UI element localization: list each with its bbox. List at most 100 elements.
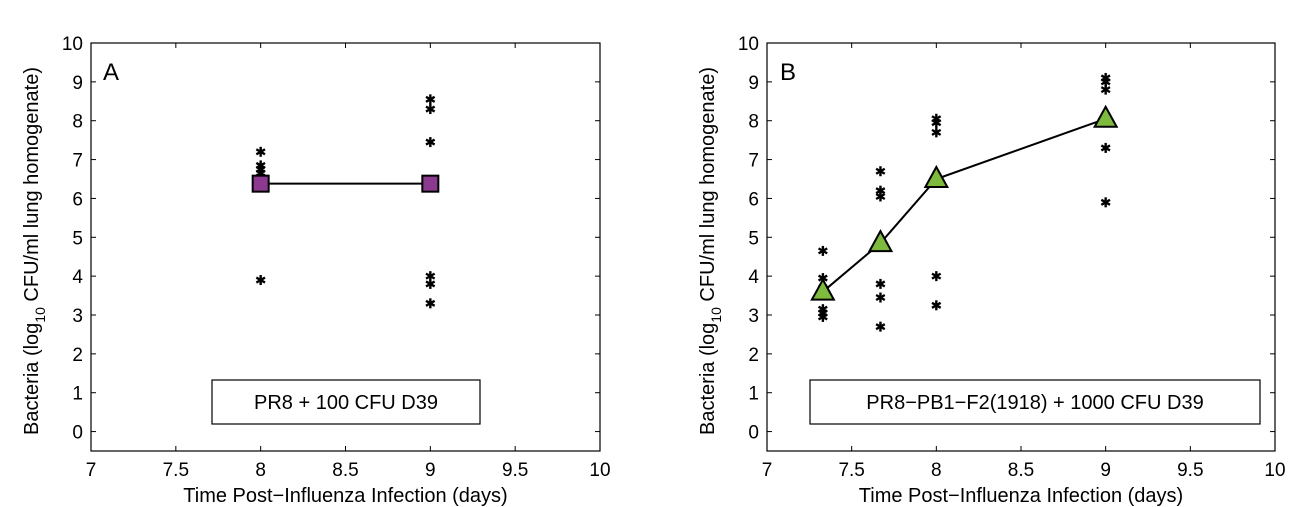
data-point: [817, 311, 828, 322]
y-tick-label: 2: [72, 345, 83, 366]
y-tick-label: 9: [748, 73, 759, 94]
data-point: [931, 271, 942, 282]
y-axis-label-main: Bacteria (log: [21, 323, 43, 435]
x-tick-label: 7: [762, 460, 773, 481]
y-tick-label: 4: [72, 267, 83, 288]
x-tick-label: 7: [86, 460, 97, 481]
data-point: [875, 292, 886, 303]
mean-marker: [810, 277, 836, 301]
mean-marker: [867, 229, 894, 253]
data-point-stroke: [255, 276, 266, 284]
mean-marker: [923, 164, 950, 188]
data-point: [425, 94, 436, 105]
y-axis-label: Bacteria (log10 CFU/ml lung homogenate): [21, 67, 48, 435]
data-point-stroke: [817, 247, 828, 255]
mean-marker: [421, 174, 440, 193]
data-point-stroke: [875, 280, 886, 288]
data-point-stroke: [1100, 78, 1111, 86]
y-axis-label-rest: CFU/ml lung homogenate): [21, 67, 43, 307]
data-point: [255, 275, 266, 286]
x-tick-label: 9.5: [1177, 460, 1203, 481]
data-point: [1100, 142, 1111, 153]
data-point-stroke: [425, 272, 436, 280]
data-point: [425, 298, 436, 309]
data-point-stroke: [425, 138, 436, 146]
x-axis-label: Time Post−Influenza Infection (days): [859, 485, 1183, 507]
data-point: [1100, 84, 1111, 95]
panel-label: B: [780, 59, 796, 86]
y-tick-label: 3: [72, 306, 83, 327]
y-tick-label: 7: [72, 151, 83, 172]
data-point-stroke: [425, 105, 436, 113]
panel-label: A: [103, 59, 119, 86]
data-point: [931, 127, 942, 138]
data-point: [817, 245, 828, 256]
x-tick-label: 8: [931, 460, 942, 481]
y-tick-label: 5: [748, 228, 759, 249]
x-axis-label: Time Post−Influenza Infection (days): [183, 485, 507, 507]
x-tick-label: 8.5: [332, 460, 358, 481]
y-tick-label: 9: [72, 73, 83, 94]
x-tick-label: 8: [255, 460, 266, 481]
data-point-stroke: [931, 128, 942, 136]
panel-a: 7 7.5 8 8.5 9 9.5 10 0 1 2 3 4 5 6 7 8 9 10 Time Post−Infl…: [21, 34, 611, 507]
data-point-stroke: [875, 293, 886, 302]
y-tick-label: 3: [748, 306, 759, 327]
data-point: [875, 166, 886, 177]
y-tick-label: 1: [748, 384, 759, 405]
data-point: [255, 146, 266, 157]
y-tick-label: 5: [72, 228, 83, 249]
data-point-stroke: [931, 272, 942, 280]
data-point: [875, 278, 886, 289]
y-tick-label: 0: [748, 423, 759, 444]
x-tick-label: 9: [1100, 460, 1111, 481]
x-tick-label: 9.5: [502, 460, 528, 481]
y-tick-label: 6: [72, 189, 83, 210]
mean-marker: [251, 174, 270, 193]
x-tick-label: 9: [425, 460, 436, 481]
data-point-stroke: [875, 323, 886, 331]
data-point: [931, 117, 942, 128]
y-tick-label: 2: [748, 345, 759, 366]
x-tick-label: 8.5: [1008, 460, 1034, 481]
data-point-stroke: [1100, 86, 1111, 94]
data-point: [875, 191, 886, 202]
data-point: [875, 321, 886, 332]
data-point-stroke: [931, 119, 942, 127]
y-tick-label: 8: [748, 112, 759, 133]
data-point-stroke: [875, 192, 886, 201]
y-tick-label: 10: [62, 34, 83, 55]
legend-text: PR8−PB1−F2(1918) + 1000 CFU D39: [866, 392, 1203, 414]
y-tick-label: 0: [72, 423, 83, 444]
data-point-stroke: [1100, 198, 1111, 206]
mean-line: [822, 117, 1107, 293]
data-point-stroke: [1100, 144, 1111, 152]
x-tick-label: 7.5: [838, 460, 864, 481]
data-point: [425, 278, 436, 289]
data-point: [1100, 197, 1111, 208]
data-point-stroke: [931, 301, 942, 309]
data-point-stroke: [255, 148, 266, 156]
legend-text: PR8 + 100 CFU D39: [254, 392, 438, 414]
y-axis-label: Bacteria (log10 CFU/ml lung homogenate): [697, 67, 724, 435]
panel-b: 7 7.5 8 8.5 9 9.5 10 0 1 2 3 4 5 6 7 8 9 10 Time Post−Infl…: [697, 34, 1286, 507]
data-point-stroke: [875, 187, 886, 195]
data-point-stroke: [425, 280, 436, 288]
y-tick-label: 4: [748, 267, 759, 288]
x-tick-label: 7.5: [163, 460, 189, 481]
legend-box: [211, 379, 481, 425]
y-tick-label: 7: [748, 151, 759, 172]
x-tick-label: 10: [1264, 460, 1285, 481]
data-point-stroke: [425, 299, 436, 307]
y-axis-label-subscript: 10: [32, 307, 48, 323]
y-tick-label: 10: [738, 34, 759, 55]
legend-box: [809, 379, 1261, 425]
data-point: [425, 137, 436, 148]
x-tick-label: 10: [589, 460, 610, 481]
data-point-stroke: [875, 167, 886, 175]
data-point-stroke: [425, 95, 436, 103]
y-tick-label: 6: [748, 189, 759, 210]
y-axis-label-main: Bacteria (log: [697, 323, 719, 435]
mean-marker: [1092, 104, 1119, 128]
